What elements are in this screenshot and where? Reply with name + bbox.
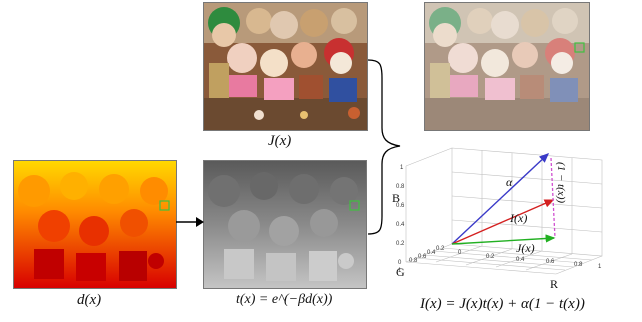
clear-image-photo (203, 2, 368, 131)
r-tick-0.4: 0.4 (516, 257, 525, 263)
clear-image-label: J(x) (268, 133, 292, 149)
r-tick-0: 0 (458, 250, 462, 256)
b-tick-0.2: 0.2 (396, 241, 405, 247)
i-vector (451, 199, 555, 245)
b-tick-0.8: 0.8 (396, 184, 405, 190)
dashed-segment (550, 157, 556, 239)
b-tick-1: 1 (400, 165, 404, 171)
dashed-label: (1 − t(x)) (555, 162, 567, 203)
b-tick-0: 0 (398, 260, 402, 266)
r-tick-0.6: 0.6 (546, 259, 555, 265)
axis-b-label: B (392, 191, 400, 205)
g-tick-0.2: 0.2 (436, 246, 445, 252)
haze-model-equation: I(x) = J(x)t(x) + α(1 − t(x)) (420, 296, 585, 312)
j-vector (451, 234, 556, 245)
g-tick-1: 1 (398, 268, 402, 274)
b-tick-0.4: 0.4 (396, 222, 405, 228)
axis-g-label: G (396, 265, 405, 279)
j-vector-label: J(x) (516, 241, 535, 255)
i-vector-label: I(x) (509, 211, 527, 225)
arrow-right-icon (176, 217, 204, 227)
axis-r-label: R (550, 277, 558, 291)
r-tick-0.8: 0.8 (574, 262, 583, 268)
g-tick-0.8: 0.8 (409, 258, 418, 264)
depth-map-label: d(x) (77, 292, 102, 308)
r-tick-0.2: 0.2 (486, 254, 495, 260)
transmission-label: t(x) = e^(−βd(x)) (236, 292, 333, 307)
g-tick-0.6: 0.6 (418, 254, 427, 260)
depth-map-image (13, 160, 177, 289)
rgb-vector-plot: 0 0.2 0.4 0.6 0.8 1 0.2 0.4 0.6 0.8 1 0 … (392, 138, 632, 298)
r-tick-1: 1 (598, 264, 602, 270)
hazy-image-photo (424, 2, 590, 131)
alpha-vector-label: α (506, 175, 513, 189)
curly-brace-icon (367, 59, 401, 235)
g-tick-0.4: 0.4 (427, 250, 436, 256)
b-tick-0.6: 0.6 (396, 203, 405, 209)
alpha-vector (451, 153, 550, 245)
transmission-map-image (203, 160, 367, 289)
